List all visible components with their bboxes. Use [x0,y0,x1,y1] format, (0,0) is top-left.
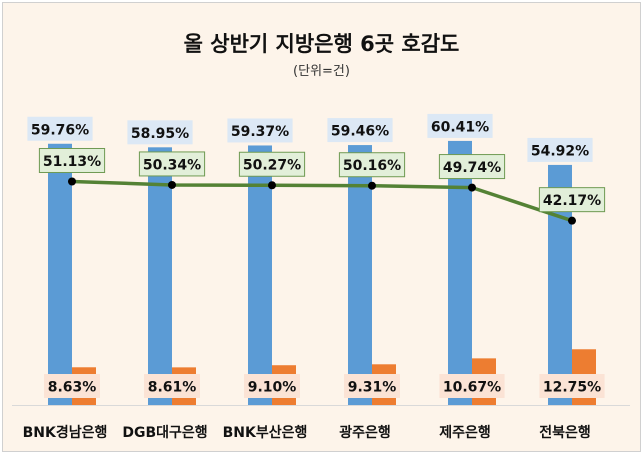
data-label-line: 51.13% [43,154,101,170]
data-label-orange: 9.10% [248,380,297,396]
line-point [368,181,376,190]
x-tick-label: BNK부산은행 [223,424,308,441]
data-label-orange-box [439,374,505,398]
data-label-orange: 10.67% [443,380,501,396]
data-label-blue: 59.76% [31,122,89,138]
data-label-line: 50.34% [143,157,201,173]
data-label-blue: 58.95% [131,126,189,142]
data-label-line-box [238,151,306,177]
data-label-blue: 59.46% [331,124,389,140]
bar-blue [248,145,272,405]
data-label-orange: 9.31% [348,380,397,396]
data-label-orange-box [344,374,400,398]
data-label-blue: 59.37% [231,124,289,140]
x-tick-label: 전북은행 [539,424,591,441]
chart-title: 올 상반기 지방은행 6곳 호감도 [183,32,460,56]
data-label-line: 50.27% [243,158,301,174]
line-point [568,216,576,225]
data-label-line: 50.16% [343,158,401,174]
line-point [268,181,276,190]
data-label-blue-box [127,120,193,145]
bar-blue [148,147,172,405]
bar-blue [348,145,372,405]
line-series [71,179,573,223]
line-point [468,183,476,192]
data-label-orange: 8.63% [48,380,97,396]
line-point [68,177,76,186]
data-label-line-box [538,187,606,213]
x-tick-label: 제주은행 [439,425,491,441]
bar-blue [48,143,72,405]
data-label-line: 49.74% [443,160,501,176]
data-label-blue: 54.92% [531,143,589,159]
data-label-orange-box [539,374,605,398]
x-tick-label: DGB대구은행 [122,425,207,441]
data-label-line-box [38,147,106,173]
data-label-blue: 60.41% [431,119,489,135]
line-point [168,180,176,189]
data-label-blue-box [427,113,493,138]
data-label-orange-box [244,374,300,398]
data-label-line-box [438,154,506,180]
x-tick-label: BNK경남은행 [23,424,108,441]
x-tick-label: 광주은행 [339,424,391,441]
data-label-blue-box [327,118,393,143]
data-label-line: 42.17% [543,193,601,209]
chart-subtitle: (단위=건) [293,64,350,79]
data-label-orange: 8.61% [148,380,197,396]
data-label-blue-box [527,137,593,162]
data-label-blue-box [227,118,293,143]
data-label-line-box [338,152,406,178]
data-label-line-box [138,151,206,177]
data-label-blue-box [27,116,93,141]
data-label-orange: 12.75% [543,380,601,396]
bar-blue [448,140,472,405]
data-label-orange-box [144,374,200,398]
data-label-orange-box [44,374,100,398]
